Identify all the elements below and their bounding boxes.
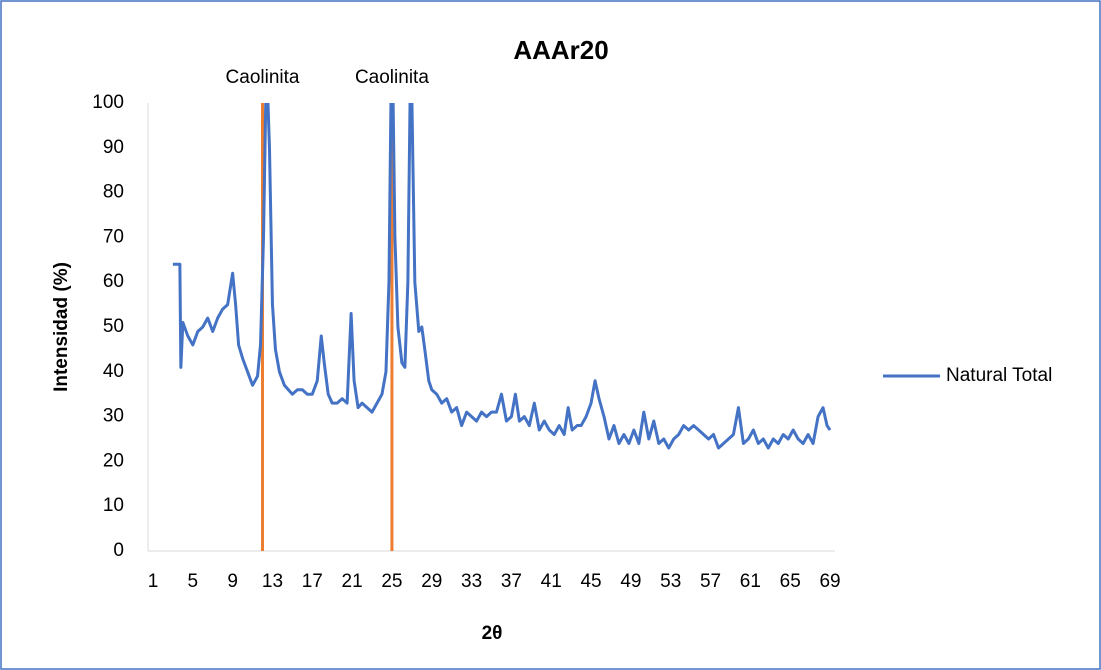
y-axis-title: Intensidad (%): [51, 262, 72, 392]
legend-label: Natural Total: [946, 365, 1052, 386]
x-tick-label: 37: [501, 571, 522, 592]
x-tick-label: 45: [580, 571, 601, 592]
y-tick-label: 40: [103, 361, 124, 382]
x-tick-label: 1: [148, 571, 159, 592]
x-tick-label: 5: [188, 571, 199, 592]
y-tick-label: 60: [103, 271, 124, 292]
data-line: [172, 103, 832, 450]
x-tick-label: 21: [342, 571, 363, 592]
x-tick-label: 25: [381, 571, 402, 592]
x-tick-label: 9: [227, 571, 238, 592]
y-tick-label: 0: [113, 540, 124, 561]
y-tick-label: 100: [92, 92, 124, 113]
x-tick-label: 61: [740, 571, 761, 592]
annotation-label: Caolinita: [226, 67, 300, 88]
x-tick-label: 29: [421, 571, 442, 592]
x-tick-label: 17: [302, 571, 323, 592]
chart-title: AAAr20: [513, 35, 608, 65]
y-tick-label: 50: [103, 316, 124, 337]
x-axis-title: 2θ: [482, 623, 503, 644]
x-tick-label: 69: [819, 571, 840, 592]
y-tick-label: 20: [103, 450, 124, 471]
y-tick-label: 90: [103, 137, 124, 158]
y-tick-label: 30: [103, 406, 124, 427]
x-tick-label: 13: [262, 571, 283, 592]
annotation-label: Caolinita: [355, 67, 429, 88]
x-tick-label: 41: [541, 571, 562, 592]
x-tick-label: 33: [461, 571, 482, 592]
x-tick-label: 65: [780, 571, 801, 592]
x-tick-label: 53: [660, 571, 681, 592]
x-tick-label: 49: [620, 571, 641, 592]
y-tick-label: 70: [103, 226, 124, 247]
y-tick-label: 80: [103, 182, 124, 203]
y-tick-label: 10: [103, 495, 124, 516]
x-tick-label: 57: [700, 571, 721, 592]
